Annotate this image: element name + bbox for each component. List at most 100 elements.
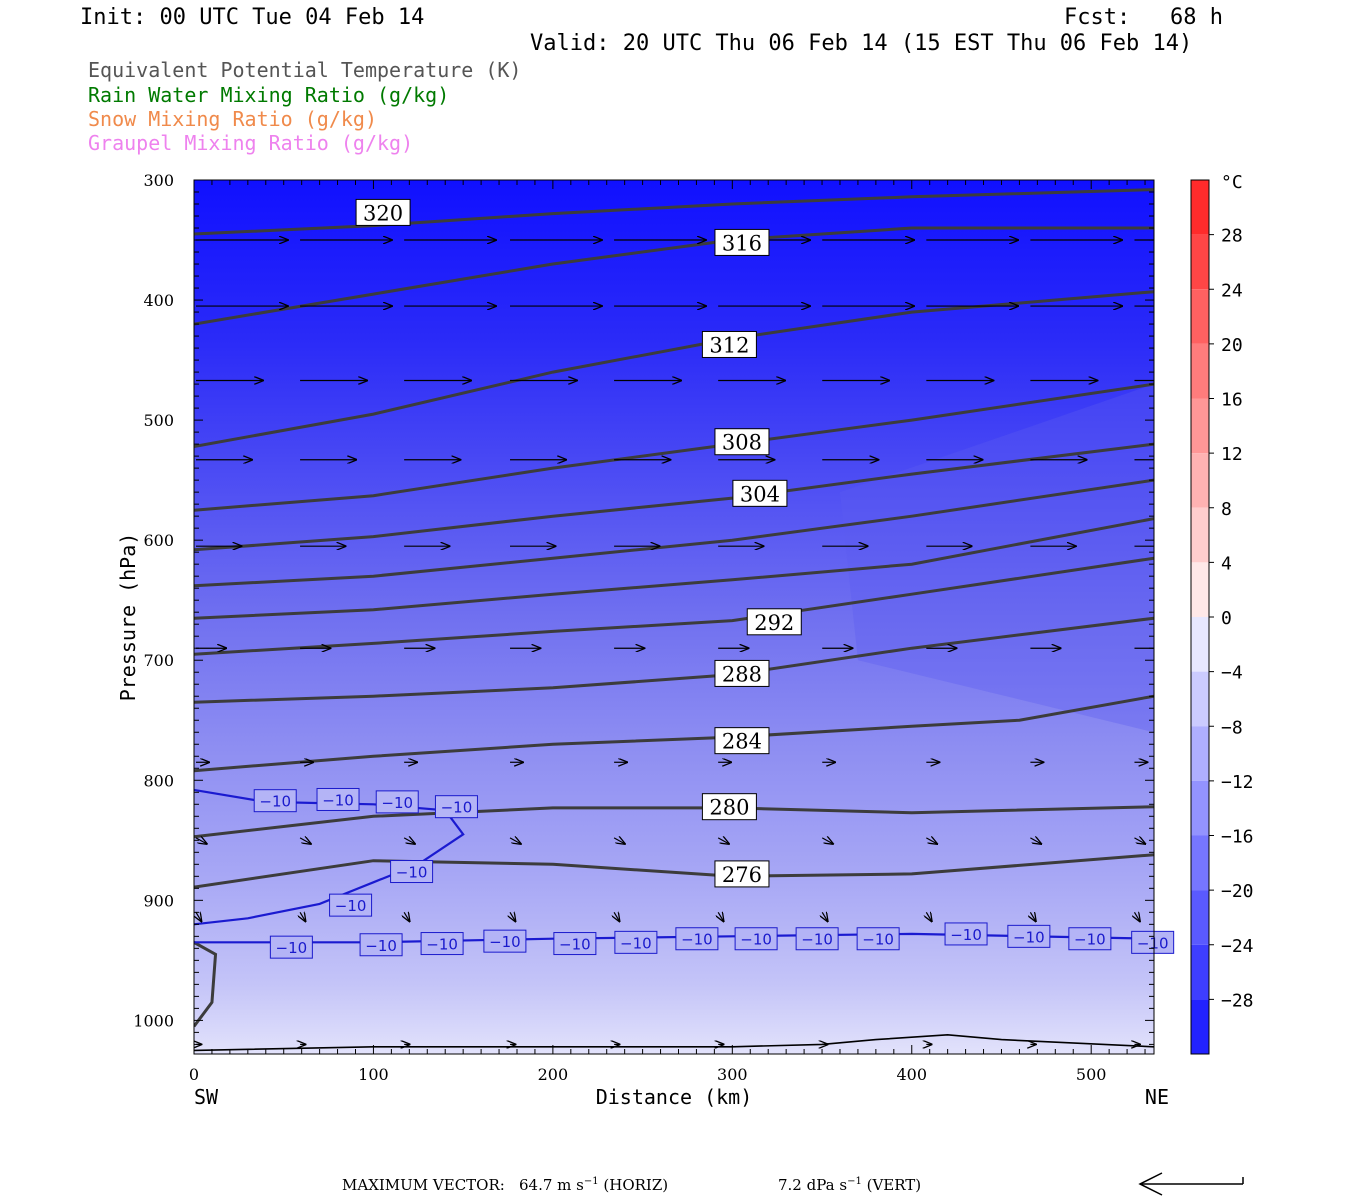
theta-e-label-box xyxy=(714,727,770,755)
theta-e-label-box xyxy=(701,330,757,358)
isotherm-label-text: −10 xyxy=(740,931,772,949)
theta-e-contour-316 xyxy=(194,226,1154,326)
theta-e-label-text: 308 xyxy=(722,431,762,455)
isotherm-label-text: −10 xyxy=(950,926,982,944)
isotherm-label-box xyxy=(483,929,527,953)
theta-e-contour-276 xyxy=(194,853,1154,889)
theta-e-contour-300 xyxy=(194,478,1154,588)
isotherm-label-box xyxy=(253,789,297,813)
colorbar-segment xyxy=(1191,343,1209,399)
isotherm-label: −10 xyxy=(856,927,900,951)
theta-e-label-box xyxy=(355,198,411,226)
isotherm-label-text: −10 xyxy=(396,864,428,882)
vert-tag: (VERT) xyxy=(866,1176,922,1194)
theta-e-label-text: 320 xyxy=(363,201,403,225)
x-tick-label: 100 xyxy=(358,1065,389,1084)
isotherm-label-text: −10 xyxy=(381,794,413,812)
colorbar-tick-label: −16 xyxy=(1221,827,1254,848)
horiz-tag: (HORIZ) xyxy=(603,1176,669,1194)
theta-e-label: 312 xyxy=(701,330,757,358)
x-tick-label: 0 xyxy=(189,1065,199,1084)
theta-e-label-text: 292 xyxy=(754,611,794,635)
init-time: Init: 00 UTC Tue 04 Feb 14 xyxy=(80,5,425,30)
theta-e-label-box xyxy=(714,860,770,888)
isotherm-label-box xyxy=(420,932,464,956)
isotherm-label-box xyxy=(734,927,778,951)
theta-e-label-text: 280 xyxy=(709,796,749,820)
legend-rain: Rain Water Mixing Ratio (g/kg) xyxy=(88,83,450,107)
x-tick-label: 400 xyxy=(896,1065,927,1084)
isotherm-label: −10 xyxy=(1131,930,1175,954)
wind-vector xyxy=(1030,912,1035,921)
colorbar-segment xyxy=(1191,944,1209,1000)
isotherm-label: −10 xyxy=(269,935,313,959)
theta-e-label-box xyxy=(732,479,788,507)
isotherm-label: −10 xyxy=(1068,927,1112,951)
isotherm-label-box xyxy=(359,933,403,957)
colorbar-segment xyxy=(1191,890,1209,945)
isotherm-label-box xyxy=(316,787,360,811)
isotherm-label-box xyxy=(269,935,313,959)
y-tick-label: 500 xyxy=(143,411,174,430)
theta-e-label-text: 312 xyxy=(709,333,749,357)
theta-e-contour-308 xyxy=(194,382,1154,512)
wind-vector xyxy=(404,912,409,921)
isotherm-label-text: −10 xyxy=(489,933,521,951)
colorbar-tick-label: 20 xyxy=(1221,335,1243,356)
isotherm-label-text: −10 xyxy=(559,936,591,954)
theta-e-label-text: 284 xyxy=(722,730,762,754)
isotherm-label-text: −10 xyxy=(1013,928,1045,946)
wind-vector xyxy=(926,838,937,844)
theta-e-contour-edge xyxy=(194,941,218,1028)
isotherm-label: −10 xyxy=(614,930,658,954)
colorbar-segment xyxy=(1191,835,1209,891)
isotherm-label: −10 xyxy=(944,922,988,946)
isotherm-label-box xyxy=(856,927,900,951)
horiz-value: 64.7 m s xyxy=(519,1176,584,1194)
colorbar-tick-label: 12 xyxy=(1221,444,1243,465)
isotherm-label-box xyxy=(434,795,478,819)
isotherm-label-text: −10 xyxy=(681,931,713,949)
isotherm-label-box xyxy=(795,927,839,951)
colorbar-tick-label: 28 xyxy=(1221,226,1243,247)
valid-time: Valid: 20 UTC Thu 06 Feb 14 (15 EST Thu … xyxy=(530,31,1193,56)
isotherm-label-text: −10 xyxy=(862,931,894,949)
x-right-label: NE xyxy=(1145,1085,1169,1109)
colorbar-tick-label: 8 xyxy=(1221,499,1232,520)
isotherm-label: −10 xyxy=(390,860,434,884)
isotherm-label-box xyxy=(614,930,658,954)
theta-e-label-text: 288 xyxy=(722,662,762,686)
theta-e-contour-320 xyxy=(194,188,1154,236)
colorbar-segment xyxy=(1191,289,1209,344)
x-tick-label: 500 xyxy=(1076,1065,1107,1084)
isotherm-label: −10 xyxy=(734,927,778,951)
theta-e-contour-312 xyxy=(194,290,1154,448)
theta-e-label: 308 xyxy=(714,428,770,456)
legend-graupel: Graupel Mixing Ratio (g/kg) xyxy=(88,131,414,155)
isotherm-label-box xyxy=(675,927,719,951)
isotherm-label-box xyxy=(1007,924,1051,948)
wind-vector xyxy=(926,912,931,921)
isotherm-label-text: −10 xyxy=(335,897,367,915)
shading-patch xyxy=(839,384,1154,733)
colorbar-segment xyxy=(1191,507,1209,563)
wind-vector xyxy=(1134,912,1139,921)
legend-theta-e: Equivalent Potential Temperature (K) xyxy=(88,58,522,82)
theta-e-contour-304 xyxy=(194,442,1154,552)
colorbar-segment xyxy=(1191,562,1209,617)
theta-e-contour-292 xyxy=(194,556,1154,656)
colorbar-tick-label: −28 xyxy=(1221,990,1254,1011)
isotherm-label: −10 xyxy=(553,932,597,956)
theta-e-label-text: 304 xyxy=(740,482,780,506)
wind-vector xyxy=(300,912,305,921)
colorbar-tick-label: 24 xyxy=(1221,280,1243,301)
wind-vector xyxy=(822,912,827,921)
theta-e-label: 316 xyxy=(714,228,770,256)
theta-e-label: 304 xyxy=(732,479,788,507)
colorbar-segment xyxy=(1191,180,1209,235)
isotherm-label-box xyxy=(329,893,373,917)
colorbar-tick-label: 0 xyxy=(1221,608,1232,629)
isotherm-label-text: −10 xyxy=(426,936,458,954)
isotherm-label: −10 xyxy=(420,932,464,956)
